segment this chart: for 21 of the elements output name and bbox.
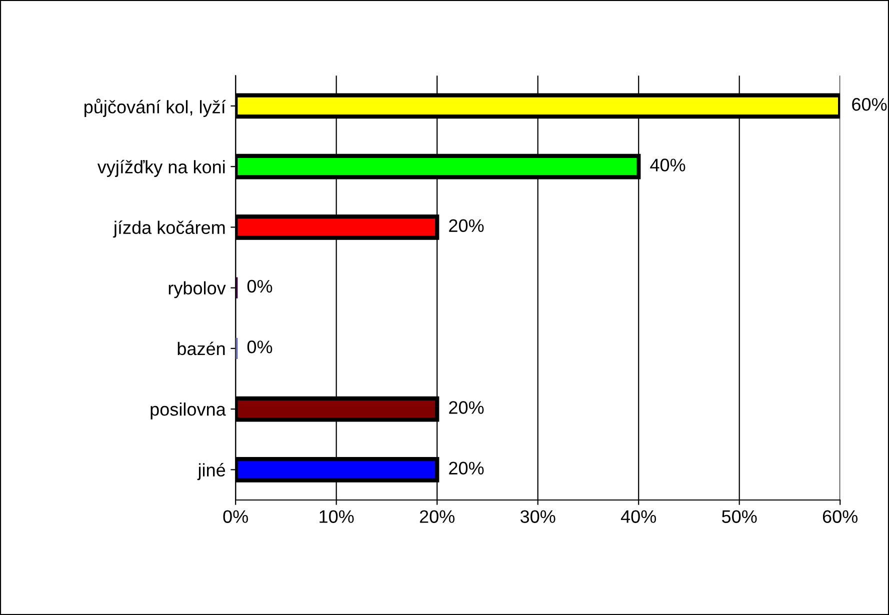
x-tick-label: 10% [320,510,354,523]
data-label: 20% [449,219,484,232]
y-tick-label: půjčování kol, lyží [84,98,226,117]
x-tick-label: 20% [420,510,455,523]
x-tick-label: 40% [620,510,656,523]
y-tick-label: rybolov [168,281,226,298]
y-tick-label: posilovna [150,402,226,420]
data-label: 40% [650,158,686,172]
y-tick-label: bazén [178,342,225,356]
data-label: 0% [247,280,272,293]
data-label: 20% [449,462,484,475]
x-tick-label: 0% [223,510,248,523]
y-tick-label: jízda kočárem [113,220,225,238]
data-label: 0% [247,340,272,354]
data-label: 20% [449,401,484,414]
y-tick-label: vyjížďky na koni [97,160,225,177]
data-label: 60% [852,98,887,111]
x-tick-label: 50% [722,510,757,523]
y-tick-label: jiné [197,463,226,480]
x-tick-label: 30% [520,510,556,523]
x-tick-label: 60% [822,510,858,523]
